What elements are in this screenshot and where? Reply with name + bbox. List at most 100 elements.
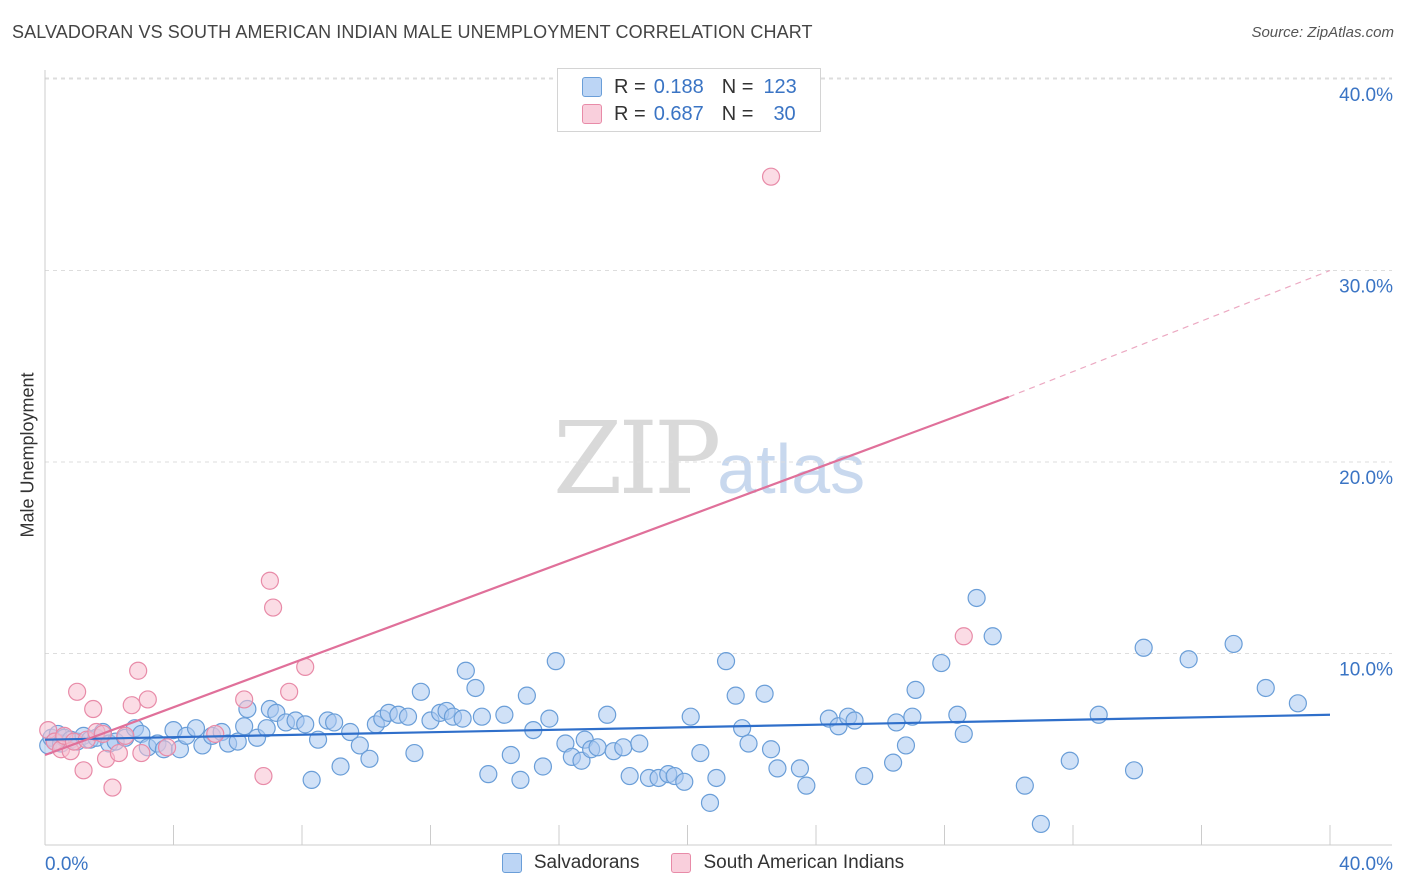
salvadoran-point: [1224, 634, 1243, 654]
salvadoran-point: [1124, 761, 1144, 780]
y-tick-label: 20.0%: [1339, 468, 1393, 489]
salvadoran-point: [350, 736, 369, 755]
salvadoran-point: [630, 734, 649, 753]
south-american-indian-point: [260, 571, 279, 590]
salvadoran-point: [614, 738, 633, 757]
south-american-indian-point: [954, 627, 973, 646]
south-american-indian-point: [74, 761, 93, 780]
salvadoran-point: [501, 745, 520, 765]
south-american-indian-point: [103, 778, 122, 797]
legend-item-salvadorans: Salvadorans: [501, 852, 640, 874]
salvadoran-point: [257, 719, 276, 738]
salvadoran-point: [883, 753, 903, 772]
legend-stats: R = 0.188 N = 123 R = 0.687 N = 30: [557, 68, 821, 132]
salvadoran-point: [296, 715, 315, 734]
south-american-indian-point: [761, 167, 781, 186]
salvadoran-point: [954, 724, 973, 744]
y-tick-label: 10.0%: [1339, 660, 1393, 681]
salvadoran-point: [186, 719, 206, 738]
legend-swatch-pink: [671, 853, 692, 873]
salvadoran-point: [302, 770, 321, 789]
salvadoran-point: [906, 680, 925, 699]
salvadoran-point: [456, 661, 475, 680]
salvadoran-point: [405, 743, 424, 763]
salvadoran-point: [517, 686, 536, 705]
south-american-indian-point: [116, 726, 135, 745]
salvadoran-point: [325, 713, 344, 732]
salvadoran-point: [903, 707, 922, 726]
salvadoran-point: [360, 749, 379, 768]
salvadoran-point: [700, 793, 720, 812]
south-american-indian-point: [157, 738, 177, 757]
south-american-indian-point: [280, 682, 299, 701]
salvadoran-point: [331, 757, 350, 776]
r-label: R =: [614, 75, 646, 98]
legend-stats-row-salvadorans: R = 0.188 N = 123: [582, 75, 797, 99]
salvadoran-point: [479, 765, 498, 784]
south-american-indian-point: [68, 682, 87, 701]
salvadoran-point: [681, 707, 700, 726]
salvadoran-point: [511, 770, 530, 789]
salvadoran-point: [1031, 814, 1050, 834]
salvadoran-point: [1134, 638, 1153, 657]
salvadoran-point: [761, 740, 781, 759]
legend-series: Salvadorans South American Indians: [0, 852, 1406, 874]
legend-swatch-blue: [501, 853, 522, 873]
salvadoran-point: [967, 588, 986, 608]
watermark: ZIPatlas: [553, 400, 865, 517]
watermark-zip: ZIP: [553, 400, 721, 517]
salvadoran-point: [540, 709, 559, 728]
salvadoran-point: [411, 682, 430, 701]
legend-label: Salvadorans: [533, 852, 640, 873]
salvadoran-point: [739, 734, 758, 753]
south-american-indian-point: [122, 696, 141, 715]
y-tick-label: 30.0%: [1339, 277, 1393, 298]
salvadoran-point: [983, 627, 1002, 646]
salvadoran-point: [845, 711, 864, 730]
south-american-indian-point: [206, 724, 225, 744]
legend-stats-row-south-american-indians: R = 0.687 N = 30: [582, 102, 796, 126]
south-american-indian-point: [109, 743, 128, 763]
south-american-indian-point: [132, 743, 151, 763]
salvadoran-point: [341, 722, 360, 742]
salvadoran-point: [453, 709, 472, 728]
salvadoran-point: [726, 686, 745, 705]
x-tick-label: 40.0%: [1339, 854, 1393, 875]
salvadoran-point: [1015, 776, 1034, 795]
source-label: Source: ZipAtlas.com: [1251, 24, 1394, 41]
salvadoran-point: [707, 768, 726, 788]
salvadoran-point: [855, 766, 874, 786]
south-american-indian-point: [129, 661, 148, 680]
south-american-indian-point: [235, 690, 254, 709]
salvadoran-point: [620, 766, 639, 786]
legend-swatch-blue: [582, 77, 602, 97]
salvadoran-point: [768, 759, 787, 778]
salvadoran-point: [716, 652, 736, 671]
salvadoran-point: [546, 652, 565, 671]
salvadoran-point: [691, 743, 710, 763]
salvadoran-point: [398, 707, 418, 726]
salvadoran-point: [790, 759, 810, 778]
salvadoran-point: [588, 738, 607, 757]
salvadoran-point: [1179, 650, 1198, 669]
r-value: 0.687: [653, 102, 704, 125]
y-axis-label: Male Unemployment: [17, 372, 38, 538]
salvadoran-point: [228, 732, 247, 751]
salvadoran-trend-line: [44, 713, 1331, 741]
n-value: 30: [773, 102, 796, 125]
south-american-indian-trend-extension: [1008, 269, 1331, 398]
salvadoran-point: [598, 705, 617, 724]
chart-title: SALVADORAN VS SOUTH AMERICAN INDIAN MALE…: [12, 22, 813, 42]
salvadoran-point: [948, 705, 967, 724]
legend-item-south-american-indians: South American Indians: [671, 852, 904, 874]
salvadoran-point: [797, 776, 816, 795]
south-american-indian-point: [263, 598, 283, 617]
salvadoran-point: [896, 736, 916, 755]
n-value: 123: [763, 75, 797, 98]
n-label: N =: [721, 75, 754, 98]
legend-swatch-pink: [582, 104, 602, 124]
salvadoran-point: [472, 707, 491, 726]
salvadoran-point: [932, 653, 951, 673]
salvadoran-point: [675, 772, 694, 791]
